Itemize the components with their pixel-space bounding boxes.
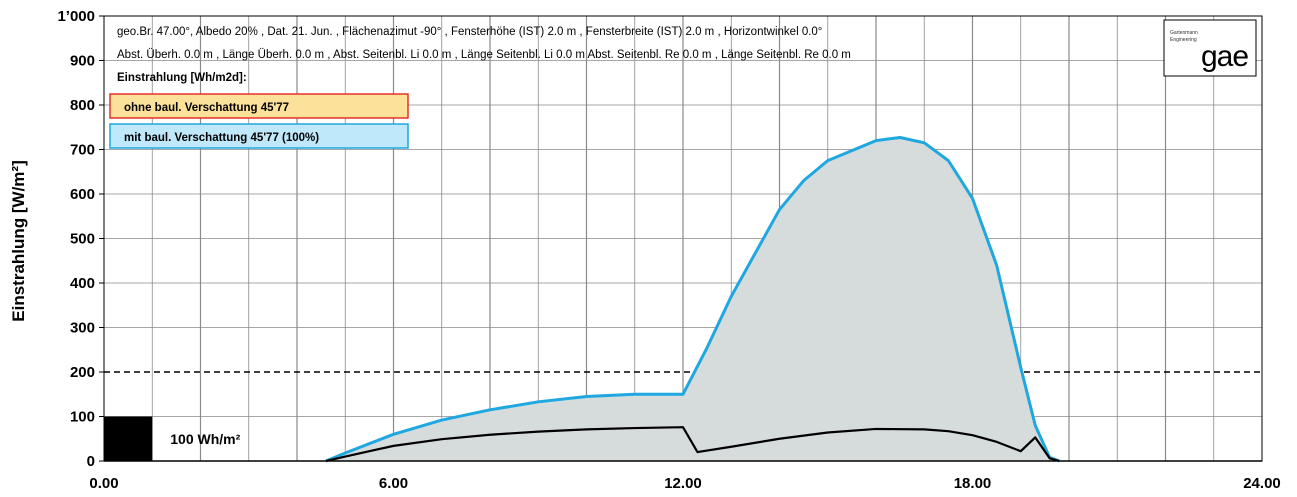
x-tick-label: 0.00 — [89, 475, 118, 492]
legend-label-mit: mit baul. Verschattung 45'77 (100%) — [124, 132, 319, 144]
legend-entry-mit: mit baul. Verschattung 45'77 (100%) — [109, 123, 409, 149]
logo-mark: gae — [1201, 40, 1248, 73]
info-line-1: geo.Br. 47.00°, Albedo 20% , Dat. 21. Ju… — [117, 26, 822, 38]
y-tick-label: 100 — [70, 409, 95, 426]
area-fill — [325, 137, 1060, 462]
legend-box-mit — [109, 123, 409, 149]
x-tick-label: 18.00 — [954, 475, 992, 492]
series-line-mit — [325, 426, 1060, 463]
y-axis-ticks: 1’000 900 800 700 600 500 400 300 200 100 0 — [57, 8, 104, 470]
logo-text-2: Engineering — [1170, 37, 1197, 43]
x-axis-ticks: 0.00 6.00 12.00 18.00 24.00 — [89, 475, 1280, 492]
legend-box-ohne — [109, 93, 409, 119]
y-tick-label: 600 — [70, 186, 95, 203]
y-tick-label: 300 — [70, 320, 95, 337]
gae-logo: Gartenmann Engineering gae — [1163, 19, 1257, 77]
series-line-ohne — [325, 135, 1060, 463]
scale-box — [104, 416, 153, 461]
y-tick-label: 0 — [87, 453, 95, 470]
y-tick-label: 700 — [70, 142, 95, 159]
legend-label-ohne: ohne baul. Verschattung 45'77 — [124, 102, 289, 114]
y-tick-label: 900 — [70, 53, 95, 70]
scale-box-group: 100 Wh/m² — [104, 416, 241, 461]
x-tick-label: 6.00 — [379, 475, 408, 492]
y-axis-label: Einstrahlung [W/m²] — [9, 160, 28, 321]
x-tick-label: 12.00 — [664, 475, 702, 492]
y-tick-label: 400 — [70, 275, 95, 292]
legend-entry-ohne: ohne baul. Verschattung 45'77 — [109, 93, 409, 119]
legend-title: Einstrahlung [Wh/m2d]: — [117, 72, 247, 84]
y-tick-label: 800 — [70, 97, 95, 114]
shading-area — [325, 137, 1060, 462]
logo-text-1: Gartenmann — [1170, 30, 1198, 36]
y-tick-label: 500 — [70, 231, 95, 248]
y-tick-label: 200 — [70, 364, 95, 381]
scale-box-label: 100 Wh/m² — [170, 431, 240, 447]
x-tick-label: 24.00 — [1243, 475, 1281, 492]
info-line-2: Abst. Überh. 0.0 m , Länge Überh. 0.0 m … — [117, 49, 851, 61]
y-tick-label: 1’000 — [57, 8, 95, 25]
